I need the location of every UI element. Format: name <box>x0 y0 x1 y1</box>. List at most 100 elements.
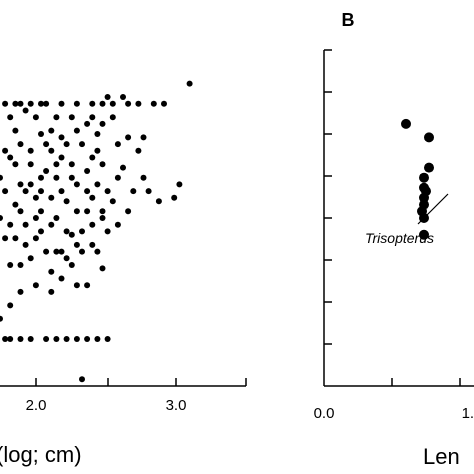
scatter-point <box>48 147 55 154</box>
scatter-point <box>150 100 157 107</box>
scatter-point <box>32 114 39 121</box>
annotation-leader-line <box>417 193 449 225</box>
scatter-point <box>38 188 44 195</box>
scatter-point <box>94 181 101 188</box>
scatter-point <box>79 248 85 255</box>
annotation-trisopterus: Trisopterus <box>365 230 434 246</box>
scatter-point <box>48 268 55 275</box>
scatter-point <box>424 162 434 173</box>
scatter-point <box>94 131 101 137</box>
scatter-point <box>68 262 75 268</box>
scatter-point <box>43 141 50 148</box>
scatter-point <box>43 248 50 255</box>
scatter-point <box>2 336 9 342</box>
scatter-point <box>27 181 34 188</box>
scatter-point <box>114 141 121 148</box>
scatter-point <box>135 147 142 154</box>
scatter-point <box>53 114 60 121</box>
scatter-point <box>53 336 60 342</box>
scatter-point <box>7 262 14 268</box>
scatter-point <box>89 114 96 121</box>
scatter-point <box>109 114 116 121</box>
scatter-point <box>58 248 65 255</box>
scatter-point <box>32 215 39 221</box>
scatter-point <box>140 174 147 181</box>
scatter-point <box>27 336 34 342</box>
scatter-point <box>38 131 44 137</box>
scatter-point <box>22 221 29 228</box>
scatter-point <box>0 315 3 322</box>
scatter-point <box>7 114 14 121</box>
panel-a: 2.0 3.0 (log; cm) <box>0 80 247 467</box>
scatter-point <box>43 168 50 174</box>
scatter-point <box>79 228 85 235</box>
scatter-point <box>419 172 429 183</box>
scatter-point <box>7 154 14 161</box>
scatter-point <box>424 132 434 143</box>
scatter-point <box>63 198 70 205</box>
panel-b: B 0.0 1.0 Len Trisopterus <box>314 10 474 469</box>
scatter-point <box>73 100 80 107</box>
panel-a-x-axis-label: (log; cm) <box>0 442 82 467</box>
scatter-point <box>12 100 19 107</box>
scatter-point <box>17 288 24 295</box>
scatter-point <box>145 188 152 195</box>
scatter-point <box>419 229 429 240</box>
scatter-point <box>109 100 116 107</box>
scatter-point <box>17 100 24 107</box>
scatter-point <box>58 134 65 141</box>
scatter-point <box>73 241 80 248</box>
scatter-point <box>48 221 55 228</box>
scatter-point <box>120 164 126 171</box>
scatter-point <box>53 215 60 221</box>
panel-b-points <box>401 118 434 240</box>
scatter-point <box>104 336 111 342</box>
scatter-point <box>17 208 24 215</box>
scatter-point <box>417 206 427 217</box>
scatter-point <box>38 174 44 181</box>
scatter-point <box>84 188 91 195</box>
scatter-point <box>186 80 193 87</box>
scatter-point <box>114 221 121 228</box>
scatter-point <box>84 208 91 215</box>
scatter-point <box>7 302 14 309</box>
scatter-point <box>38 100 44 107</box>
scatter-point <box>73 282 80 289</box>
scatter-point <box>73 336 80 342</box>
panel-b-x-tick-label: 0.0 <box>314 405 335 422</box>
scatter-point <box>53 174 60 181</box>
scatter-point <box>104 188 111 195</box>
scatter-point <box>171 194 178 201</box>
scatter-point <box>7 336 14 342</box>
scatter-point <box>48 288 55 295</box>
scatter-point <box>99 100 106 107</box>
scatter-point <box>73 181 80 188</box>
scatter-point <box>22 241 29 248</box>
scatter-point <box>94 336 101 342</box>
scatter-point <box>12 161 19 168</box>
scatter-point <box>68 174 75 181</box>
panel-a-x-tick-label: 3.0 <box>166 397 187 414</box>
scatter-point <box>79 141 85 148</box>
scatter-point <box>63 255 70 262</box>
scatter-point <box>120 94 126 100</box>
scatter-point <box>89 154 96 161</box>
scatter-point <box>63 336 70 342</box>
scatter-point <box>38 208 44 215</box>
scatter-point <box>12 201 19 208</box>
scatter-point <box>89 100 96 107</box>
panel-b-label: B <box>342 10 355 30</box>
scatter-point <box>176 181 183 188</box>
scatter-point <box>2 235 9 242</box>
scatter-point <box>58 100 65 107</box>
scatter-point <box>84 120 91 127</box>
scatter-point <box>48 127 55 134</box>
scatter-point <box>32 282 39 289</box>
scatter-point <box>114 174 121 181</box>
scatter-point <box>12 127 19 134</box>
scatter-point <box>89 241 96 248</box>
scatter-point <box>155 198 162 205</box>
scatter-point <box>63 141 70 148</box>
scatter-point <box>0 215 3 221</box>
